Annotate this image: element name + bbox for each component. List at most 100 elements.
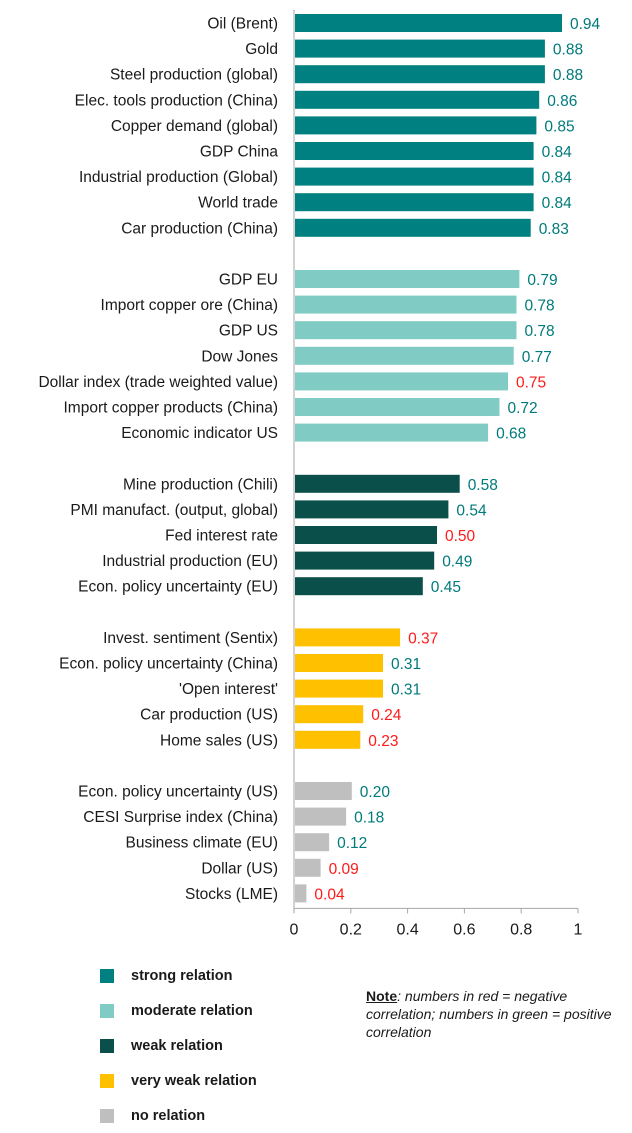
bar bbox=[295, 807, 347, 826]
data-label: 0.23 bbox=[368, 733, 398, 750]
bar bbox=[295, 679, 383, 698]
legend-label: strong relation bbox=[131, 967, 233, 984]
bar bbox=[295, 90, 540, 109]
bar bbox=[295, 270, 520, 288]
bar bbox=[295, 346, 514, 365]
legend-label: very weak relation bbox=[131, 1072, 257, 1089]
data-label: 0.84 bbox=[542, 170, 573, 187]
category-label: Mine production (Chili) bbox=[123, 476, 278, 493]
bar bbox=[295, 167, 534, 186]
category-label: PMI manufact. (output, global) bbox=[70, 502, 278, 519]
note-title: Note bbox=[366, 988, 398, 1004]
bar bbox=[295, 295, 517, 314]
category-label: Econ. policy uncertainty (EU) bbox=[78, 579, 278, 596]
data-label: 0.84 bbox=[542, 144, 573, 161]
data-label: 0.45 bbox=[431, 579, 461, 596]
data-label: 0.72 bbox=[508, 400, 538, 417]
data-label: 0.94 bbox=[570, 16, 601, 33]
bar bbox=[295, 500, 449, 519]
category-label: Econ. policy uncertainty (China) bbox=[59, 656, 278, 673]
data-label: 0.75 bbox=[516, 374, 546, 391]
data-label: 0.09 bbox=[329, 861, 359, 878]
data-label: 0.85 bbox=[544, 118, 574, 135]
bar bbox=[295, 551, 435, 570]
correlation-bar-chart: Oil (Brent) 0.94 Gold 0.88 Steel production … bbox=[38, 10, 601, 938]
data-label: 0.86 bbox=[547, 93, 577, 110]
category-label: GDP EU bbox=[219, 272, 278, 289]
data-label: 0.49 bbox=[442, 554, 472, 571]
category-label: Dollar index (trade weighted value) bbox=[38, 374, 278, 391]
bar bbox=[295, 705, 364, 724]
note-text: : numbers in red = negative correlation;… bbox=[366, 988, 612, 1040]
data-label: 0.31 bbox=[391, 682, 421, 699]
category-label: Econ. policy uncertainty (US) bbox=[78, 784, 278, 801]
bar bbox=[295, 858, 321, 877]
category-label: Gold bbox=[245, 41, 278, 58]
category-label: World trade bbox=[198, 195, 278, 212]
legend-label: weak relation bbox=[131, 1037, 223, 1054]
x-tick-label: 0.8 bbox=[510, 921, 532, 938]
data-label: 0.54 bbox=[456, 502, 487, 519]
legend-item: moderate relation bbox=[100, 993, 257, 1028]
data-label: 0.78 bbox=[525, 298, 555, 315]
x-tick-label: 0.6 bbox=[453, 921, 475, 938]
data-label: 0.24 bbox=[371, 707, 402, 724]
legend-item: strong relation bbox=[100, 958, 257, 993]
category-label: Oil (Brent) bbox=[207, 16, 278, 33]
category-label: Import copper products (China) bbox=[63, 400, 278, 417]
legend-item: no relation bbox=[100, 1098, 257, 1133]
category-label: Business climate (EU) bbox=[126, 835, 278, 852]
x-tick-label: 0 bbox=[290, 921, 299, 938]
data-label: 0.20 bbox=[360, 784, 391, 801]
category-label: Car production (China) bbox=[121, 220, 278, 237]
legend-label: no relation bbox=[131, 1107, 206, 1124]
legend-label: moderate relation bbox=[131, 1002, 253, 1019]
category-label: GDP China bbox=[200, 144, 278, 161]
bar bbox=[295, 423, 489, 442]
category-label: CESI Surprise index (China) bbox=[83, 809, 278, 826]
bar bbox=[295, 398, 500, 416]
x-tick-label: 0.4 bbox=[396, 921, 418, 938]
legend: strong relation moderate relation weak rel… bbox=[100, 958, 257, 1133]
bar bbox=[295, 628, 401, 647]
data-label: 0.37 bbox=[408, 630, 438, 647]
data-label: 0.79 bbox=[527, 272, 557, 289]
bar bbox=[295, 654, 383, 672]
bar bbox=[295, 526, 437, 544]
bar bbox=[295, 218, 531, 237]
category-label: Fed interest rate bbox=[165, 528, 278, 545]
bar bbox=[295, 372, 508, 391]
data-label: 0.04 bbox=[314, 886, 345, 903]
category-label: Import copper ore (China) bbox=[101, 297, 278, 314]
data-label: 0.78 bbox=[525, 323, 555, 340]
bar bbox=[295, 833, 330, 852]
category-label: Economic indicator US bbox=[121, 425, 278, 442]
legend-swatch bbox=[100, 1108, 114, 1123]
data-label: 0.83 bbox=[539, 221, 569, 238]
bar bbox=[295, 577, 423, 596]
bar bbox=[295, 193, 534, 212]
data-label: 0.58 bbox=[468, 477, 498, 494]
category-label: Elec. tools production (China) bbox=[75, 92, 278, 109]
legend-swatch bbox=[100, 1038, 114, 1053]
bar bbox=[295, 321, 517, 340]
bar bbox=[295, 142, 534, 160]
x-tick-label: 1 bbox=[574, 921, 583, 938]
bar bbox=[295, 39, 545, 58]
bar bbox=[295, 116, 537, 135]
data-label: 0.77 bbox=[522, 349, 552, 366]
data-label: 0.68 bbox=[496, 426, 526, 443]
category-label: Copper demand (global) bbox=[111, 118, 278, 135]
data-label: 0.50 bbox=[445, 528, 476, 545]
legend-swatch bbox=[100, 968, 114, 983]
bar bbox=[295, 884, 307, 903]
category-label: Dow Jones bbox=[201, 348, 278, 365]
category-label: Stocks (LME) bbox=[185, 886, 278, 903]
category-label: 'Open interest' bbox=[179, 681, 278, 698]
category-label: Dollar (US) bbox=[201, 860, 278, 877]
category-label: Steel production (global) bbox=[110, 67, 278, 84]
data-label: 0.18 bbox=[354, 810, 384, 827]
bar bbox=[295, 474, 460, 493]
bar bbox=[295, 65, 545, 84]
data-label: 0.12 bbox=[337, 835, 367, 852]
